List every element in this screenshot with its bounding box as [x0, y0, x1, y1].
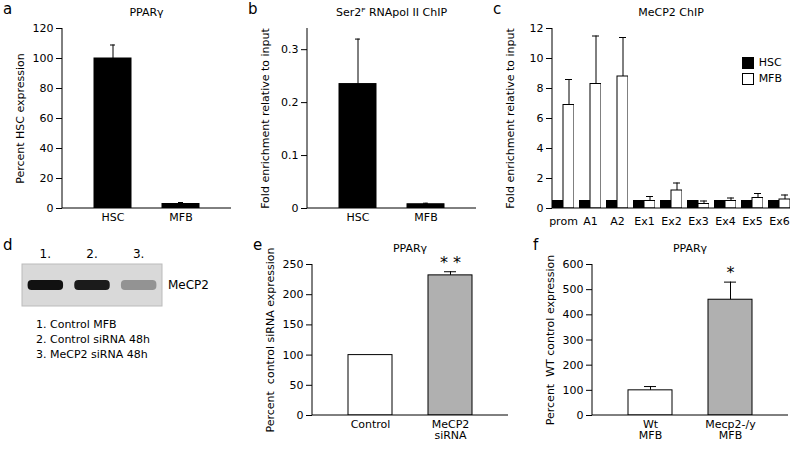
svg-text:100: 100	[563, 384, 584, 397]
svg-text:0: 0	[47, 202, 54, 215]
svg-text:*: *	[727, 263, 735, 282]
svg-text:Control: Control	[351, 418, 391, 431]
svg-text:2. Control siRNA 48h: 2. Control siRNA 48h	[36, 333, 150, 346]
svg-text:Ex1: Ex1	[634, 215, 654, 228]
svg-text:200: 200	[563, 359, 584, 372]
html-text:b: b	[248, 0, 258, 18]
svg-text:50: 50	[290, 379, 304, 392]
svg-text:Fold enrichment relative to in: Fold enrichment relative to input	[504, 28, 517, 209]
svg-text:Percent WT control expression: Percent WT control expression	[544, 255, 557, 425]
svg-text:500: 500	[563, 283, 584, 296]
svg-text:0: 0	[292, 202, 299, 215]
svg-text:MFB: MFB	[169, 211, 192, 224]
svg-text:4: 4	[537, 142, 544, 155]
svg-text:250: 250	[283, 258, 304, 271]
svg-text:prom: prom	[549, 215, 578, 228]
svg-text:Mecp2-/yMFB: Mecp2-/yMFB	[705, 418, 756, 442]
html-text:Ser2ᴾ RNApol II ChIP: Ser2ᴾ RNApol II ChIP	[335, 6, 448, 19]
svg-text:6: 6	[537, 112, 544, 125]
html-text:PPARγ: PPARγ	[392, 242, 428, 255]
svg-text:100: 100	[33, 52, 54, 65]
svg-text:Ex5: Ex5	[742, 215, 762, 228]
svg-text:150: 150	[283, 318, 304, 331]
html-text:MeCP2 ChIP: MeCP2 ChIP	[638, 6, 704, 19]
svg-text:20: 20	[40, 172, 54, 185]
svg-text:2.: 2.	[86, 247, 97, 261]
svg-text:WtMFB: WtMFB	[639, 418, 662, 442]
svg-text:300: 300	[563, 334, 584, 347]
svg-text:MeCP2: MeCP2	[168, 278, 209, 292]
svg-text:Percent control siRNA express: Percent control siRNA expression	[264, 247, 277, 432]
svg-text:MeCP2siRNA: MeCP2siRNA	[432, 418, 470, 442]
svg-text:3. MeCP2 siRNA 48h: 3. MeCP2 siRNA 48h	[36, 348, 148, 361]
svg-text:A1: A1	[583, 215, 598, 228]
svg-text:0.2: 0.2	[281, 96, 299, 109]
svg-text:60: 60	[40, 112, 54, 125]
svg-text:0: 0	[297, 409, 304, 422]
svg-text:120: 120	[33, 22, 54, 35]
html-text:MFB: MFB	[758, 72, 782, 85]
svg-text:Percent HSC expression: Percent HSC expression	[14, 53, 27, 184]
html-text:e: e	[253, 236, 263, 254]
svg-text:HSC: HSC	[347, 211, 370, 224]
html-text:HSC: HSC	[758, 56, 782, 69]
svg-text:8: 8	[537, 82, 544, 95]
svg-text:HSC: HSC	[102, 211, 125, 224]
svg-text:Ex2: Ex2	[661, 215, 681, 228]
svg-text:A2: A2	[610, 215, 625, 228]
svg-text:10: 10	[530, 52, 544, 65]
svg-text:600: 600	[563, 258, 584, 271]
html-text:a: a	[3, 0, 13, 18]
svg-text:MFB: MFB	[414, 211, 437, 224]
svg-text:0: 0	[537, 202, 544, 215]
html-text:f: f	[533, 236, 539, 254]
svg-text:Fold enrichment relative to in: Fold enrichment relative to input	[259, 28, 272, 209]
svg-text:40: 40	[40, 142, 54, 155]
svg-text:Ex4: Ex4	[715, 215, 735, 228]
svg-text:0.3: 0.3	[281, 43, 299, 56]
svg-text:100: 100	[283, 349, 304, 362]
svg-text:3.: 3.	[133, 247, 144, 261]
svg-text:2: 2	[537, 172, 544, 185]
svg-text:200: 200	[283, 288, 304, 301]
svg-text:400: 400	[563, 308, 584, 321]
svg-text:0.1: 0.1	[281, 149, 299, 162]
svg-text:* *: * *	[440, 253, 461, 272]
html-text:PPARγ: PPARγ	[129, 6, 164, 19]
svg-text:0: 0	[577, 409, 584, 422]
svg-text:Ex3: Ex3	[688, 215, 708, 228]
html-text:PPARγ: PPARγ	[672, 242, 708, 255]
svg-text:1. Control MFB: 1. Control MFB	[36, 318, 117, 331]
html-text:c: c	[493, 0, 502, 18]
svg-text:12: 12	[530, 22, 544, 35]
svg-text:Ex6: Ex6	[769, 215, 789, 228]
svg-text:80: 80	[40, 82, 54, 95]
svg-text:1.: 1.	[40, 247, 51, 261]
html-text:d: d	[3, 236, 13, 254]
